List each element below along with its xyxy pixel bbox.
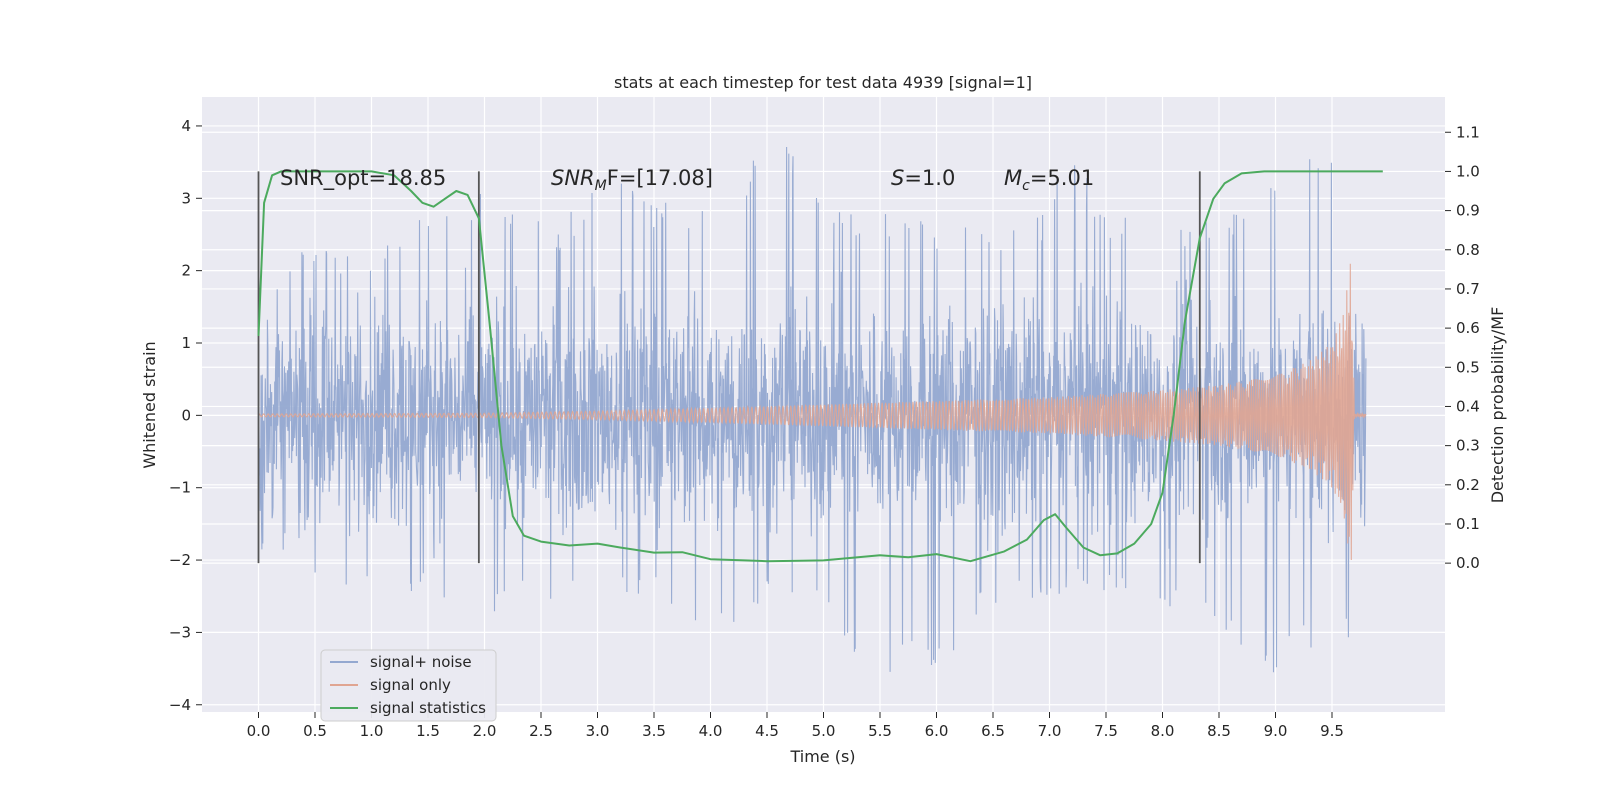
snr-mf-base: SNR <box>551 166 595 190</box>
annotation-snr-mf: SNRMF=[17.08] <box>551 166 713 194</box>
y-tick-label: 1 <box>181 334 191 352</box>
mc-val: =5.01 <box>1030 166 1094 190</box>
tick-labels: 0.0 0.5 1.0 1.5 2.0 2.5 3.0 3.5 4.0 4.5 5.0 5.5 6.0 6… <box>169 117 1480 740</box>
y2-tick-label: 1.1 <box>1456 123 1480 141</box>
y-tick-label: 2 <box>181 262 191 280</box>
y-tick-label: 0 <box>181 406 191 424</box>
mc-sym: M <box>1004 166 1022 190</box>
y-tick-label: 3 <box>181 189 191 207</box>
x-tick-label: 3.5 <box>642 722 666 740</box>
x-tick-label: 4.0 <box>699 722 723 740</box>
x-tick-label: 5.0 <box>812 722 836 740</box>
y2-tick-label: 0.3 <box>1456 437 1480 455</box>
annotation-s: S=1.0 <box>891 166 955 190</box>
data-layer <box>257 146 1367 673</box>
y2-tick-label: 0.1 <box>1456 515 1480 533</box>
x-tick-label: 0.5 <box>303 722 327 740</box>
y2-tick-label: 0.0 <box>1456 554 1480 572</box>
legend-box <box>320 649 497 722</box>
legend-label-signal-noise: signal+ noise <box>370 653 472 671</box>
y2-tick-label: 0.7 <box>1456 280 1480 298</box>
x-tick-label: 9.5 <box>1320 722 1344 740</box>
legend-label-signal-statistics: signal statistics <box>370 699 486 717</box>
s-sym: S <box>891 166 904 190</box>
y2-tick-label: 0.6 <box>1456 319 1480 337</box>
x-tick-label: 8.0 <box>1151 722 1175 740</box>
legend: signal+ noise signal only signal statist… <box>320 649 497 722</box>
series-signal-noise-line <box>257 146 1367 673</box>
x-tick-label: 1.5 <box>416 722 440 740</box>
x-tick-label: 8.5 <box>1207 722 1231 740</box>
series-signal-statistics-line <box>257 170 1383 563</box>
s-val: =1.0 <box>904 166 955 190</box>
y-tick-label: −1 <box>169 479 191 497</box>
y-tick-label: 4 <box>181 117 191 135</box>
x-tick-label: 0.0 <box>247 722 271 740</box>
x-tick-label: 6.5 <box>981 722 1005 740</box>
x-tick-label: 3.0 <box>586 722 610 740</box>
x-tick-label: 5.5 <box>868 722 892 740</box>
y-tick-label: −3 <box>169 623 191 641</box>
snr-mf-rest: F=[17.08] <box>607 166 713 190</box>
x-tick-label: 7.5 <box>1094 722 1118 740</box>
series-signal-only-line <box>258 263 1367 561</box>
x-tick-label: 1.0 <box>360 722 384 740</box>
x-axis-label: Time (s) <box>789 747 855 766</box>
y2-axis-label: Detection probability/MF <box>1488 307 1507 504</box>
x-tick-label: 6.0 <box>925 722 949 740</box>
legend-label-signal-only: signal only <box>370 676 451 694</box>
y2-tick-label: 0.5 <box>1456 358 1480 376</box>
y-tick-label: −2 <box>169 551 191 569</box>
y2-tick-label: 1.0 <box>1456 162 1480 180</box>
y2-tick-label: 0.8 <box>1456 241 1480 259</box>
snr-mf-sub: M <box>595 178 607 194</box>
chart-title: stats at each timestep for test data 493… <box>614 73 1032 92</box>
x-tick-label: 9.0 <box>1264 722 1288 740</box>
x-tick-label: 2.0 <box>473 722 497 740</box>
x-tick-label: 2.5 <box>529 722 553 740</box>
x-tick-label: 7.0 <box>1038 722 1062 740</box>
y2-tick-label: 0.2 <box>1456 476 1480 494</box>
y2-tick-label: 0.4 <box>1456 397 1480 415</box>
mc-sub: c <box>1022 178 1030 194</box>
y2-tick-label: 0.9 <box>1456 202 1480 220</box>
x-tick-label: 4.5 <box>755 722 779 740</box>
annotation-mc: Mc=5.01 <box>1004 166 1094 194</box>
annotation-snr-opt: SNR_opt=18.85 <box>280 166 446 191</box>
statistics-layer <box>257 170 1383 563</box>
y-tick-label: −4 <box>169 696 191 714</box>
y-axis-label: Whitened strain <box>140 341 159 468</box>
